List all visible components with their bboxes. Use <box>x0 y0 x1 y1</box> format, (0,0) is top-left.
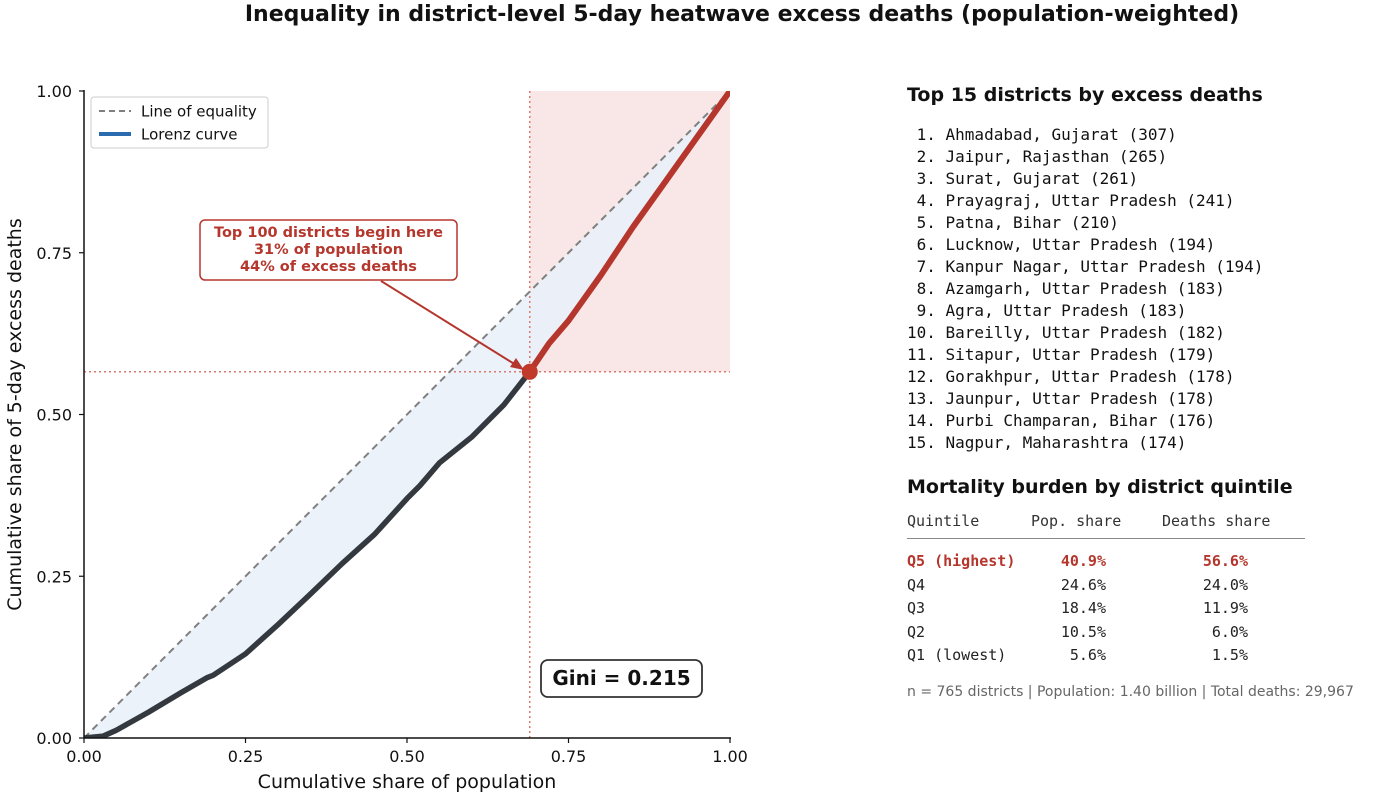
quintile-label: Q1 (lowest) <box>907 646 1007 664</box>
quintile-table-header: Quintile Pop. share Deaths share <box>907 512 1305 540</box>
lorenz-curve-top-100 <box>526 91 730 375</box>
top-districts-list: 1. Ahmadabad, Gujarat (307) 2. Jaipur, R… <box>907 124 1400 454</box>
quintile-label: Q2 <box>907 622 926 641</box>
legend-box <box>90 96 269 149</box>
y-axis-label: Cumulative share of 5-day excess deaths <box>4 218 26 611</box>
district-row: 1. Ahmadabad, Gujarat (307) <box>907 125 1177 144</box>
header-rule <box>907 538 1305 539</box>
district-row: 15. Nagpur, Maharashtra (174) <box>907 433 1187 452</box>
line-of-equality <box>84 91 730 738</box>
x-tick-label: 0.00 <box>66 747 102 766</box>
quintile-rows: Q5 (highest) 40.9% 56.6% Q4 24.6% 24.0% Q3 18.4… <box>907 552 1305 670</box>
lorenz-curve-lower <box>84 369 533 738</box>
y-tick-label: 0.50 <box>36 406 72 425</box>
y-tick-label: 0.00 <box>36 729 72 748</box>
district-row: 5. Patna, Bihar (210) <box>907 213 1119 232</box>
lorenz-chart: 0.00 0.25 0.50 0.75 1.00 0.00 0.25 0.50 0.75 1.00… <box>4 82 748 793</box>
district-row: 11. Sitapur, Uttar Pradesh (179) <box>907 345 1216 364</box>
deaths-share-value: 24.0% <box>1202 575 1248 594</box>
quintile-label: Q5 (highest) <box>907 552 1016 570</box>
annotation-line-2: 31% of population <box>254 242 403 258</box>
quintile-table: Quintile Pop. share Deaths share Q5 (hig… <box>907 512 1305 670</box>
x-tick-label: 1.00 <box>712 747 748 766</box>
district-row: 9. Agra, Uttar Pradesh (183) <box>907 301 1187 320</box>
top-districts-panel: Top 15 districts by excess deaths 1. Ahm… <box>907 84 1400 454</box>
pop-share-value: 18.4% <box>1060 599 1106 617</box>
district-row: 4. Prayagraj, Uttar Pradesh (241) <box>907 191 1235 210</box>
annotation-arrowhead <box>510 358 524 370</box>
district-row: 12. Gorakhpur, Uttar Pradesh (178) <box>907 367 1235 386</box>
pop-share-value: 24.6% <box>1060 575 1106 594</box>
column-header-quintile: Quintile <box>907 512 980 530</box>
deaths-share-value: 1.5% <box>1211 646 1248 664</box>
quintile-label: Q4 <box>907 575 926 594</box>
pop-share-value: 10.5% <box>1060 622 1106 641</box>
pop-share-value: 40.9% <box>1060 552 1106 570</box>
highlight-point <box>521 363 538 380</box>
top-districts-heading: Top 15 districts by excess deaths <box>907 84 1263 106</box>
gini-box-frame <box>540 659 703 698</box>
column-header-deaths-share: Deaths share <box>1162 512 1271 530</box>
plot-lines-layer <box>84 91 730 738</box>
x-axis-label: Cumulative share of population <box>258 771 557 793</box>
labels-layer: 0.00 0.25 0.50 0.75 1.00 0.00 0.25 0.50 0.75 1.00… <box>4 82 748 793</box>
y-tick-label: 0.75 <box>36 244 72 263</box>
quintile-row: Q1 (lowest) 5.6% 1.5% <box>907 646 1305 670</box>
deaths-share-value: 11.9% <box>1202 599 1248 617</box>
annotation-line-1: Top 100 districts begin here <box>214 225 443 241</box>
deaths-share-value: 56.6% <box>1202 552 1248 570</box>
district-row: 13. Jaunpur, Uttar Pradesh (178) <box>907 389 1216 408</box>
district-row: 3. Surat, Gujarat (261) <box>907 169 1139 188</box>
district-row: 14. Purbi Champaran, Bihar (176) <box>907 411 1216 430</box>
quintile-row: Q5 (highest) 40.9% 56.6% <box>907 552 1305 576</box>
quintile-row: Q4 24.6% 24.0% <box>907 576 1305 600</box>
district-row: 10. Bareilly, Uttar Pradesh (182) <box>907 323 1225 342</box>
y-tick-label: 1.00 <box>36 82 72 101</box>
annotation: Top 100 districts begin here 31% of popu… <box>199 219 524 370</box>
footnote: n = 765 districts | Population: 1.40 bil… <box>907 684 1354 700</box>
gini-box: Gini = 0.215 <box>540 659 703 698</box>
legend-label-equality: Line of equality <box>141 103 257 121</box>
axes-layer <box>79 90 731 743</box>
quintile-heading: Mortality burden by district quintile <box>907 476 1293 498</box>
gini-label: Gini = 0.215 <box>552 666 690 690</box>
legend: Line of equality Lorenz curve <box>90 96 269 149</box>
quintile-row: Q2 10.5% 6.0% <box>907 623 1305 647</box>
x-tick-label: 0.75 <box>551 747 587 766</box>
annotation-arrow <box>380 280 517 366</box>
x-tick-label: 0.50 <box>389 747 425 766</box>
quintile-row: Q3 18.4% 11.9% <box>907 599 1305 623</box>
district-row: 2. Jaipur, Rajasthan (265) <box>907 147 1168 166</box>
chart-title: Inequality in district-level 5-day heatw… <box>244 2 1240 27</box>
district-row: 8. Azamgarh, Uttar Pradesh (183) <box>907 279 1225 298</box>
quintile-label: Q3 <box>907 599 926 617</box>
pop-share-value: 5.6% <box>1069 646 1106 664</box>
district-row: 7. Kanpur Nagar, Uttar Pradesh (194) <box>907 257 1264 276</box>
annotation-box <box>199 219 458 281</box>
annotation-line-3: 44% of excess deaths <box>240 259 417 275</box>
y-tick-label: 0.25 <box>36 567 72 586</box>
deaths-share-value: 6.0% <box>1211 622 1248 641</box>
x-tick-label: 0.25 <box>228 747 264 766</box>
column-header-pop-share: Pop. share <box>1031 512 1122 530</box>
district-row: 6. Lucknow, Uttar Pradesh (194) <box>907 235 1216 254</box>
legend-label-lorenz: Lorenz curve <box>141 126 238 144</box>
